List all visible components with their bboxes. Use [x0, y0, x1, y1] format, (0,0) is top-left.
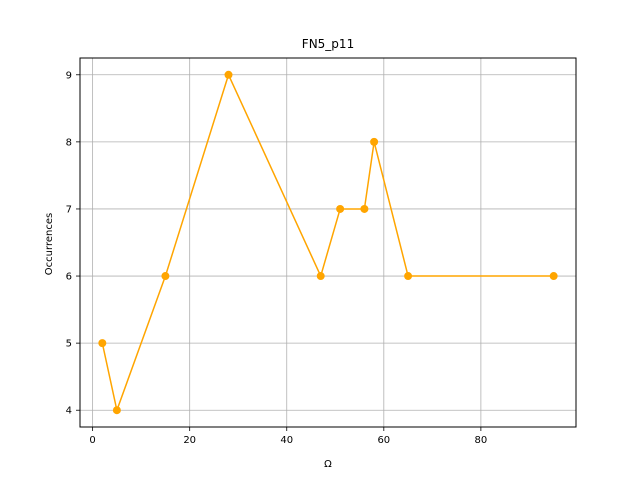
y-tick-label: 7 [66, 204, 72, 215]
series-layer [98, 70, 558, 415]
x-axis-label: Ω [324, 459, 332, 470]
data-point [112, 406, 121, 415]
x-tick-label: 20 [183, 435, 196, 446]
grid [80, 58, 576, 427]
x-axis-ticks: 0 20 40 60 80 [89, 427, 487, 446]
y-tick-label: 9 [66, 70, 72, 81]
x-tick-label: 0 [89, 435, 95, 446]
data-point [98, 339, 107, 348]
data-point [404, 272, 413, 281]
data-point [360, 204, 369, 213]
x-tick-label: 60 [377, 435, 390, 446]
x-tick-label: 40 [280, 435, 293, 446]
y-tick-label: 6 [66, 272, 72, 283]
y-tick-label: 5 [66, 339, 72, 350]
data-point [336, 204, 345, 213]
plot-frame [79, 57, 577, 428]
y-axis-label: Occurrences [44, 213, 55, 275]
y-axis-ticks: 4 5 6 7 8 9 [66, 70, 80, 417]
series-line [101, 74, 554, 411]
y-tick-label: 4 [66, 406, 72, 417]
data-point [370, 137, 379, 146]
x-tick-label: 80 [475, 435, 488, 446]
chart-title: FN5_p11 [302, 37, 354, 51]
data-point [161, 272, 170, 281]
data-point [316, 272, 325, 281]
data-point [224, 70, 233, 79]
data-point [549, 272, 558, 281]
y-tick-label: 8 [66, 137, 72, 148]
